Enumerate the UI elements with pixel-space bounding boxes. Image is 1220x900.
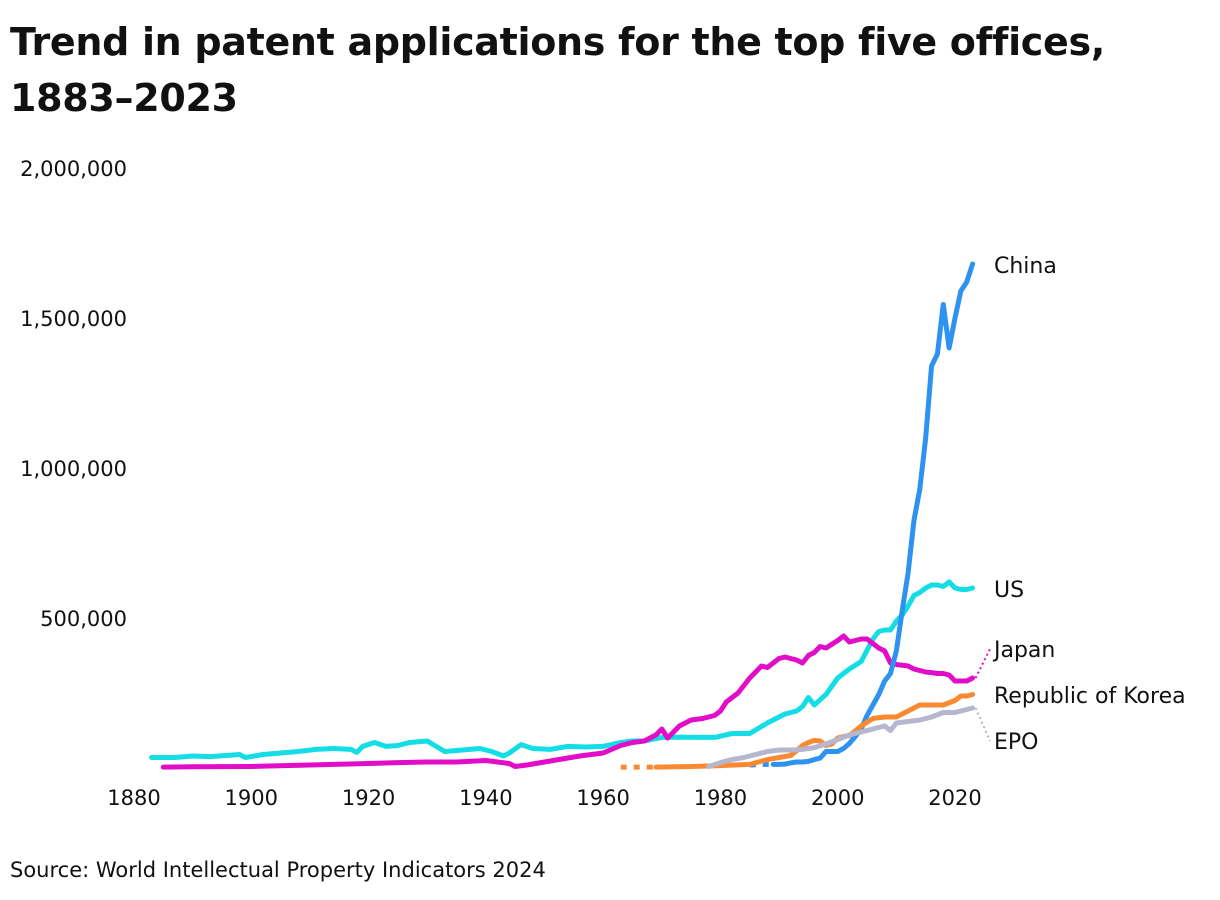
x-tick-label: 2020	[928, 786, 981, 810]
series-line-china	[770, 261, 976, 767]
series-labels: China US Japan Republic of Korea EPO	[974, 254, 1186, 755]
y-tick-label: 500,000	[40, 607, 127, 631]
source-note: Source: World Intellectual Property Indi…	[10, 858, 546, 882]
series-label-us: US	[994, 578, 1024, 603]
x-tick-label: 2000	[811, 786, 864, 810]
x-axis: 1880 1900 1920 1940 1960 1980 2000 2020	[107, 786, 981, 810]
y-tick-label: 2,000,000	[20, 157, 127, 181]
y-tick-label: 1,000,000	[20, 457, 127, 481]
series-line-us	[149, 579, 976, 760]
series-layer	[149, 261, 976, 770]
series-line-japan	[160, 633, 976, 770]
x-tick-label: 1920	[342, 786, 395, 810]
chart-title: Trend in patent applications for the top…	[10, 20, 1105, 120]
series-label-china: China	[994, 254, 1057, 279]
label-leader-epo	[974, 707, 991, 742]
series-label-japan: Japan	[992, 638, 1055, 663]
x-tick-label: 1900	[225, 786, 278, 810]
series-line-epo	[706, 705, 976, 769]
y-axis: 500,000 1,000,000 1,500,000 2,000,000	[20, 157, 127, 631]
y-tick-label: 1,500,000	[20, 307, 127, 331]
x-tick-label: 1880	[107, 786, 160, 810]
label-leader-japan	[974, 648, 991, 679]
series-label-republic-of-korea: Republic of Korea	[994, 684, 1186, 709]
x-tick-label: 1960	[576, 786, 629, 810]
series-label-epo: EPO	[994, 730, 1038, 755]
x-tick-label: 1940	[459, 786, 512, 810]
x-tick-label: 1980	[694, 786, 747, 810]
